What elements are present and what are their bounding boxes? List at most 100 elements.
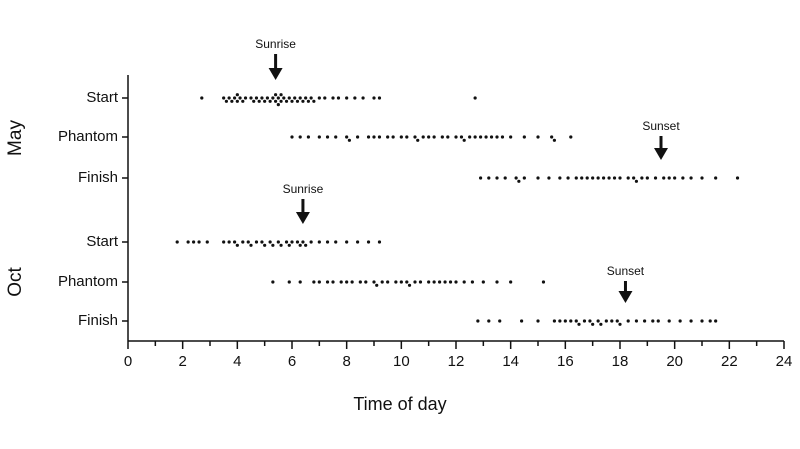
dot bbox=[235, 93, 239, 97]
x-tick-label: 0 bbox=[124, 353, 132, 370]
x-tick-label: 24 bbox=[776, 353, 793, 370]
dot bbox=[536, 176, 540, 180]
annotation-arrowhead bbox=[654, 148, 668, 160]
dot bbox=[427, 280, 431, 284]
dot bbox=[626, 319, 630, 323]
dot bbox=[356, 135, 360, 139]
dot bbox=[304, 243, 308, 247]
x-tick-label: 18 bbox=[612, 353, 629, 370]
dot bbox=[681, 176, 685, 180]
dot bbox=[574, 176, 578, 180]
dot bbox=[689, 176, 693, 180]
dot bbox=[495, 135, 499, 139]
dot bbox=[596, 319, 600, 323]
dot bbox=[233, 240, 237, 244]
dot bbox=[306, 135, 310, 139]
dot bbox=[334, 135, 338, 139]
dot bbox=[446, 135, 450, 139]
dot bbox=[653, 176, 658, 180]
dot bbox=[487, 319, 491, 323]
dot bbox=[462, 280, 466, 284]
dot bbox=[238, 96, 242, 100]
dot bbox=[634, 319, 639, 323]
dot bbox=[350, 280, 354, 284]
dot bbox=[517, 179, 521, 183]
annotation-label: Sunrise bbox=[255, 37, 296, 51]
dot bbox=[618, 176, 622, 180]
dot bbox=[541, 280, 546, 284]
dot bbox=[254, 240, 259, 244]
dot bbox=[536, 135, 540, 139]
dot bbox=[377, 135, 382, 139]
dot bbox=[700, 176, 704, 180]
dot bbox=[489, 135, 494, 139]
dot bbox=[298, 243, 302, 247]
dot bbox=[588, 319, 592, 323]
annotation-arrowhead bbox=[268, 68, 283, 80]
dot bbox=[279, 93, 283, 97]
dot bbox=[274, 99, 278, 103]
dot bbox=[577, 322, 581, 326]
dot bbox=[735, 176, 740, 180]
dot bbox=[290, 240, 294, 244]
dot bbox=[345, 280, 349, 284]
dot bbox=[366, 135, 371, 139]
dot bbox=[345, 96, 349, 100]
dot bbox=[612, 176, 617, 180]
dot bbox=[522, 135, 526, 139]
dot bbox=[473, 135, 477, 139]
dot bbox=[582, 319, 587, 323]
dot bbox=[558, 176, 562, 180]
dot bbox=[667, 319, 671, 323]
dot bbox=[563, 319, 567, 323]
dot bbox=[462, 138, 466, 142]
dot bbox=[520, 319, 524, 323]
dot bbox=[591, 322, 595, 326]
dot bbox=[224, 99, 228, 103]
dot bbox=[358, 280, 362, 284]
dot bbox=[372, 96, 376, 100]
x-axis-label: Time of day bbox=[353, 394, 446, 414]
dot bbox=[265, 96, 269, 100]
dot bbox=[500, 135, 505, 139]
dot bbox=[287, 280, 291, 284]
dot bbox=[372, 280, 376, 284]
dot bbox=[241, 240, 245, 244]
dot bbox=[509, 280, 513, 284]
dot bbox=[662, 176, 666, 180]
annotation-arrowhead bbox=[618, 291, 633, 303]
dot bbox=[298, 96, 302, 100]
dot bbox=[479, 176, 483, 180]
annotation-arrowhead bbox=[295, 212, 310, 224]
dot bbox=[298, 135, 302, 139]
dot bbox=[569, 319, 573, 323]
dot bbox=[470, 280, 474, 284]
dot bbox=[585, 176, 589, 180]
dot bbox=[306, 99, 310, 103]
dot bbox=[317, 240, 321, 244]
dot bbox=[295, 99, 300, 103]
dot bbox=[468, 135, 472, 139]
annotation-label: Sunset bbox=[642, 119, 680, 133]
dot bbox=[394, 280, 398, 284]
dot bbox=[325, 240, 330, 244]
row-label: Finish bbox=[78, 312, 118, 329]
dot bbox=[331, 280, 335, 284]
dot bbox=[604, 319, 608, 323]
dot bbox=[421, 135, 425, 139]
dot bbox=[399, 280, 403, 284]
x-tick-label: 8 bbox=[342, 353, 350, 370]
dot bbox=[260, 240, 264, 244]
dot bbox=[596, 176, 600, 180]
dot bbox=[345, 135, 349, 139]
dot bbox=[249, 96, 253, 100]
dot bbox=[268, 240, 272, 244]
x-tick-label: 12 bbox=[448, 353, 465, 370]
dot bbox=[312, 99, 316, 103]
dot bbox=[602, 176, 606, 180]
dot bbox=[536, 319, 540, 323]
group-label: Oct bbox=[5, 267, 26, 297]
dot bbox=[615, 319, 619, 323]
dot bbox=[274, 93, 278, 97]
x-tick-label: 22 bbox=[721, 353, 738, 370]
